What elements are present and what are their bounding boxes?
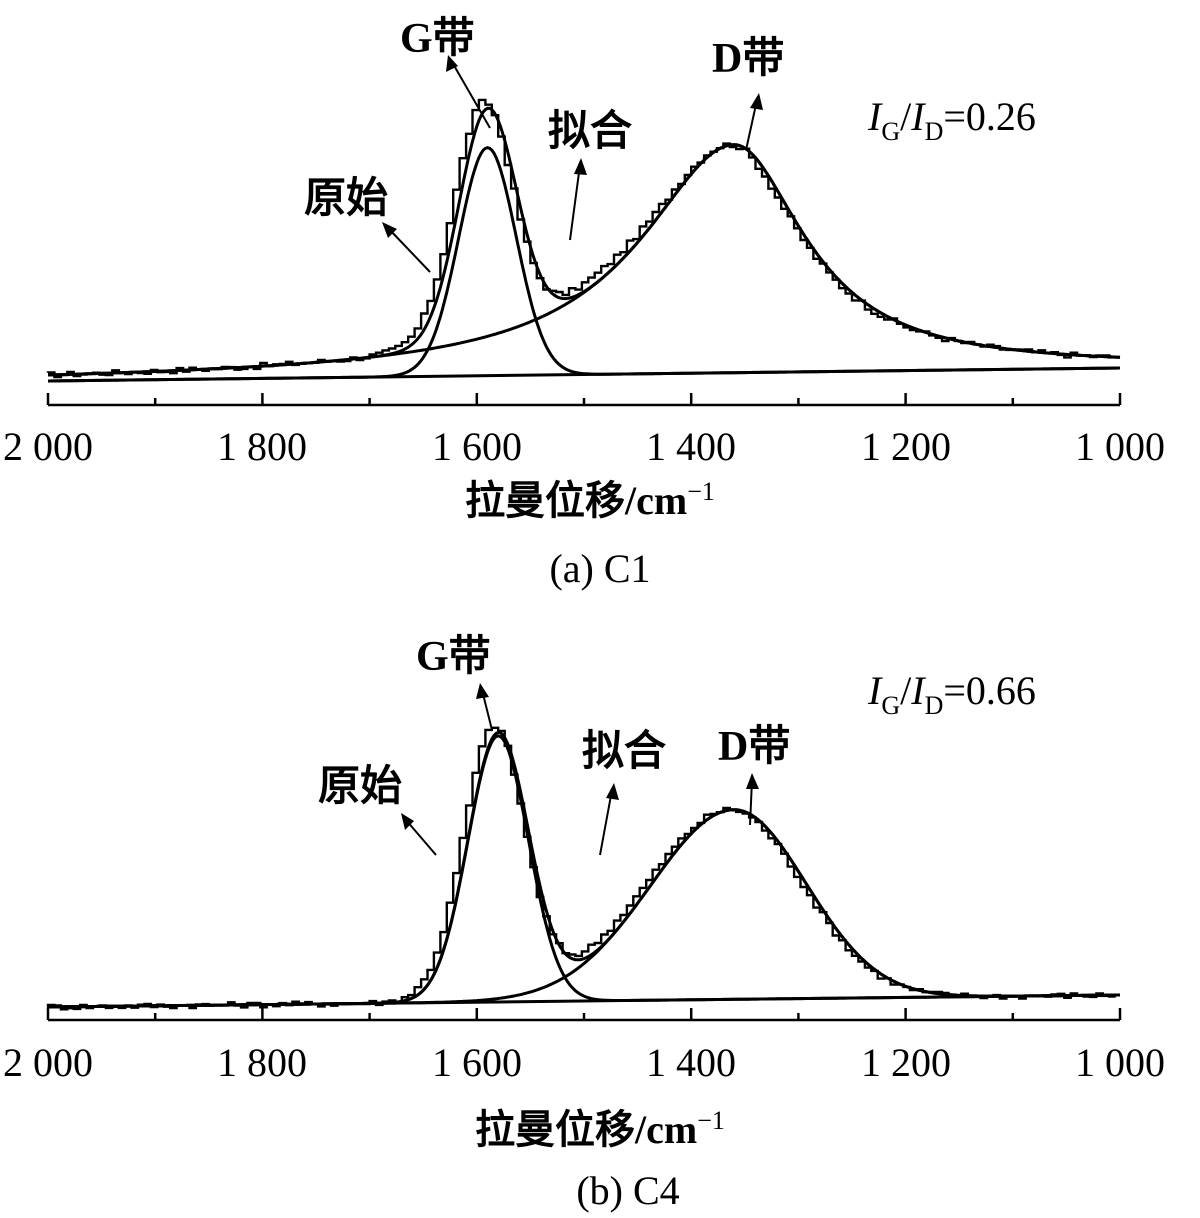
panel-caption: (b) C4 — [576, 1168, 679, 1213]
fit-label: 拟合 — [548, 108, 632, 155]
plot-area — [46, 726, 1121, 1011]
tick-label: 1 400 — [646, 1040, 736, 1085]
panel-c1: 2 000 1 800 1 600 1 400 1 200 1 000 拉曼位移… — [3, 15, 1165, 591]
tick-label: 1 600 — [432, 424, 522, 469]
raw-label: 原始 — [304, 175, 388, 222]
x-ticks — [46, 1008, 1122, 1020]
d-band-curve — [48, 808, 1120, 1009]
tick-label: 1 000 — [1075, 424, 1165, 469]
d-band-arrow — [746, 773, 759, 826]
panel-c4: 2 000 1 800 1 600 1 400 1 200 1 000 拉曼位移… — [3, 633, 1165, 1213]
fit-label: 拟合 — [582, 728, 666, 775]
intensity-ratio: IG/ID=0.66 — [867, 668, 1036, 720]
fit-arrow — [599, 783, 619, 856]
tick-label: 1 200 — [861, 424, 951, 469]
g-band-curve — [48, 146, 1120, 383]
g-band-curve — [48, 734, 1120, 1009]
raw-spectrum — [46, 726, 1116, 1011]
fit-arrow — [569, 158, 587, 241]
tick-label: 1 800 — [217, 424, 307, 469]
x-ticks — [46, 393, 1122, 405]
x-axis-label: 拉曼位移/cm−1 — [465, 477, 715, 523]
raw-label: 原始 — [318, 763, 402, 810]
tick-label: 2 000 — [3, 1040, 93, 1085]
tick-label: 1 400 — [646, 424, 736, 469]
d-band-label: D带 — [718, 723, 790, 770]
raw-arrow — [382, 222, 431, 273]
g-band-label: G带 — [416, 633, 491, 680]
tick-label: 1 000 — [1075, 1040, 1165, 1085]
tick-label: 1 600 — [432, 1040, 522, 1085]
intensity-ratio: IG/ID=0.26 — [867, 94, 1036, 146]
g-band-arrow — [446, 55, 491, 129]
x-axis-label: 拉曼位移/cm−1 — [475, 1106, 725, 1152]
tick-label: 1 200 — [861, 1040, 951, 1085]
tick-label: 2 000 — [3, 424, 93, 469]
panel-caption: (a) C1 — [549, 546, 650, 591]
d-band-arrow — [745, 93, 763, 151]
g-band-arrow — [476, 683, 493, 731]
plot-area — [46, 98, 1121, 383]
d-band-label: D带 — [712, 35, 784, 82]
g-band-label: G带 — [400, 15, 475, 62]
tick-label: 1 800 — [217, 1040, 307, 1085]
raw-arrow — [401, 813, 437, 856]
raw-spectrum — [46, 98, 1116, 379]
